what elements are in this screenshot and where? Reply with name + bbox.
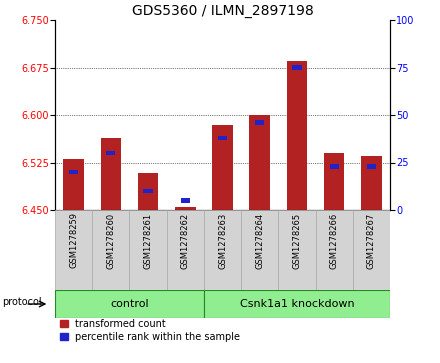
Bar <box>279 210 315 290</box>
Text: GSM1278265: GSM1278265 <box>293 212 301 269</box>
Bar <box>353 210 390 290</box>
Bar <box>218 136 227 140</box>
Text: GSM1278261: GSM1278261 <box>143 212 153 269</box>
Text: GSM1278263: GSM1278263 <box>218 212 227 269</box>
Bar <box>367 164 376 168</box>
Text: control: control <box>110 299 149 309</box>
Text: GSM1278267: GSM1278267 <box>367 212 376 269</box>
Bar <box>324 153 345 210</box>
Bar <box>129 210 167 290</box>
Bar <box>106 151 115 155</box>
Text: GSM1278260: GSM1278260 <box>106 212 115 269</box>
Bar <box>292 65 301 70</box>
Bar <box>143 189 153 193</box>
Bar <box>204 290 390 318</box>
Text: GSM1278259: GSM1278259 <box>69 212 78 268</box>
Text: GSM1278264: GSM1278264 <box>255 212 264 269</box>
Bar <box>92 210 129 290</box>
Bar <box>101 138 121 210</box>
Text: GSM1278262: GSM1278262 <box>181 212 190 269</box>
Bar <box>249 115 270 210</box>
Bar <box>361 156 381 210</box>
Bar <box>181 198 190 203</box>
Bar <box>138 173 158 210</box>
Legend: transformed count, percentile rank within the sample: transformed count, percentile rank withi… <box>60 319 240 342</box>
Text: protocol: protocol <box>2 297 42 307</box>
Title: GDS5360 / ILMN_2897198: GDS5360 / ILMN_2897198 <box>132 4 313 17</box>
Bar <box>55 290 204 318</box>
Text: Csnk1a1 knockdown: Csnk1a1 knockdown <box>240 299 354 309</box>
Bar <box>287 61 307 210</box>
Bar <box>55 210 92 290</box>
Bar <box>255 121 264 125</box>
Text: GSM1278266: GSM1278266 <box>330 212 339 269</box>
Bar <box>175 207 195 210</box>
Bar <box>167 210 204 290</box>
Bar <box>241 210 279 290</box>
Bar <box>330 164 339 168</box>
Bar <box>204 210 241 290</box>
Bar <box>212 125 233 210</box>
Bar <box>69 170 78 174</box>
Bar <box>315 210 353 290</box>
Bar <box>63 159 84 210</box>
